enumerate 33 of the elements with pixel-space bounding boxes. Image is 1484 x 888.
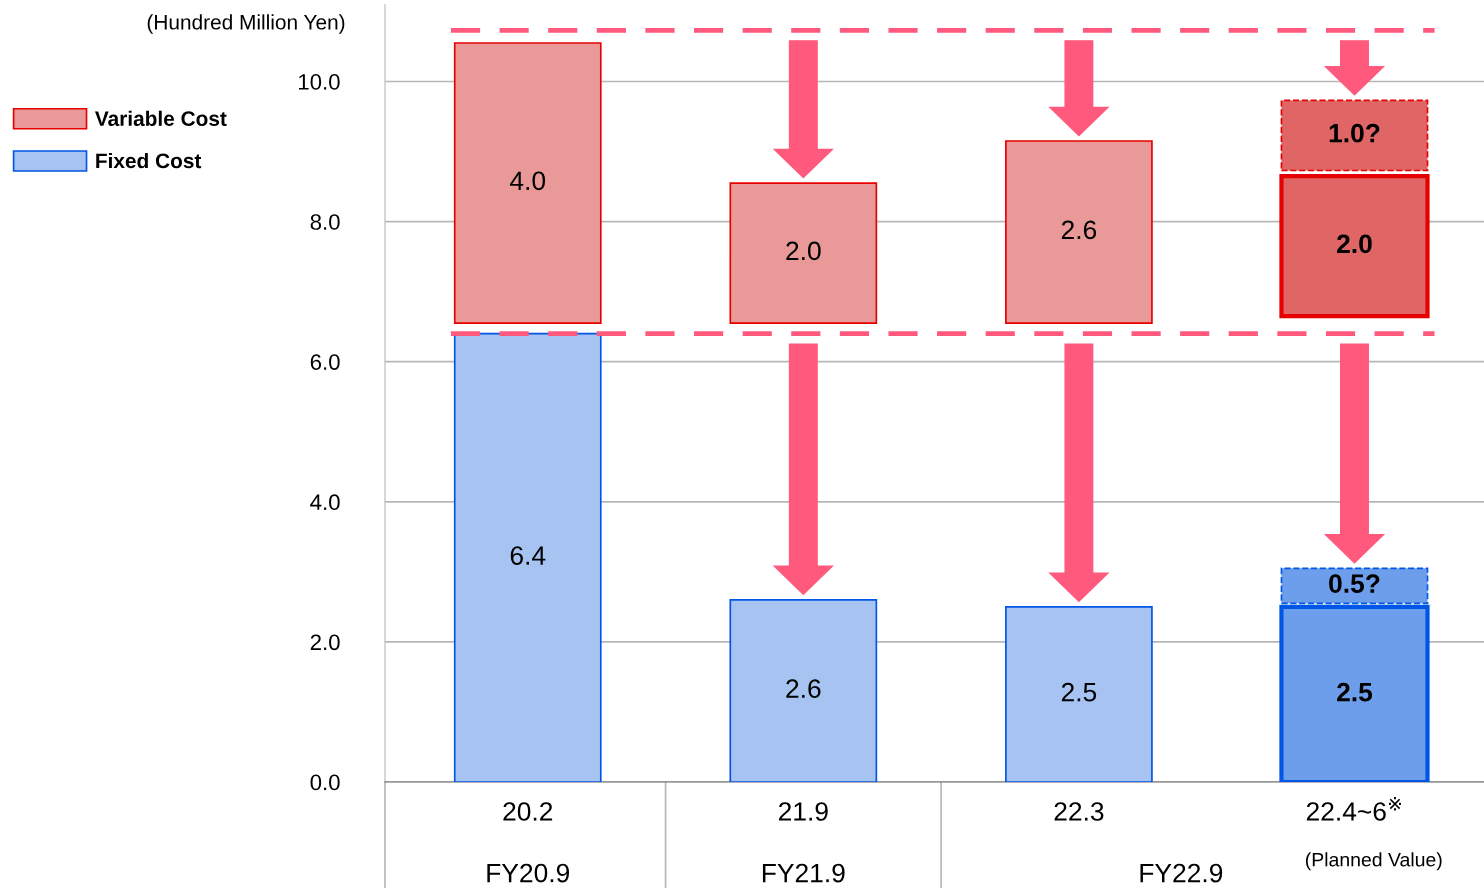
bar: [1005, 140, 1153, 325]
x-tick-label: 22.4~6$^{※}$: [1306, 797, 1401, 821]
x-tick-label: 22.3: [1054, 802, 1104, 821]
text: FY21.9: [762, 863, 845, 883]
data-label: 2.0: [1337, 234, 1372, 254]
data-label: 4.0: [510, 171, 546, 191]
legend-label: Fixed Cost: [96, 152, 202, 169]
bar: [729, 599, 878, 782]
bar: [1005, 606, 1153, 782]
y-tick-label: 8.0: [310, 214, 340, 230]
text: FY20.9: [487, 863, 570, 883]
legend-label: Variable Cost: [95, 110, 227, 127]
y-tick-label: 10.0: [299, 74, 340, 90]
data-label: 2.6: [1061, 220, 1097, 240]
y-tick-label: 0.0: [310, 774, 340, 791]
data-label: 6.4: [510, 546, 546, 565]
data-label: 0.5?: [1329, 574, 1380, 593]
y-tick-label: 2.0: [310, 634, 340, 651]
bar: [729, 182, 878, 325]
text: FY22.9: [1140, 863, 1223, 883]
data-label: 2.5: [1337, 682, 1373, 702]
bar: [453, 42, 602, 325]
y-tick-label: 6.0: [310, 354, 340, 370]
x-tick-label: 21.9: [778, 802, 828, 821]
data-label: 2.5: [1061, 682, 1097, 702]
bar: [453, 332, 602, 782]
data-label: 1.0?: [1329, 123, 1380, 143]
y-axis-title: (Hundred Million Yen): [147, 14, 345, 34]
text: (Planned Value): [1305, 852, 1442, 871]
x-tick-label: 20.2: [503, 802, 553, 821]
data-label: 2.0: [786, 241, 821, 261]
data-label: 2.6: [786, 679, 821, 699]
y-tick-label: 4.0: [310, 494, 340, 511]
